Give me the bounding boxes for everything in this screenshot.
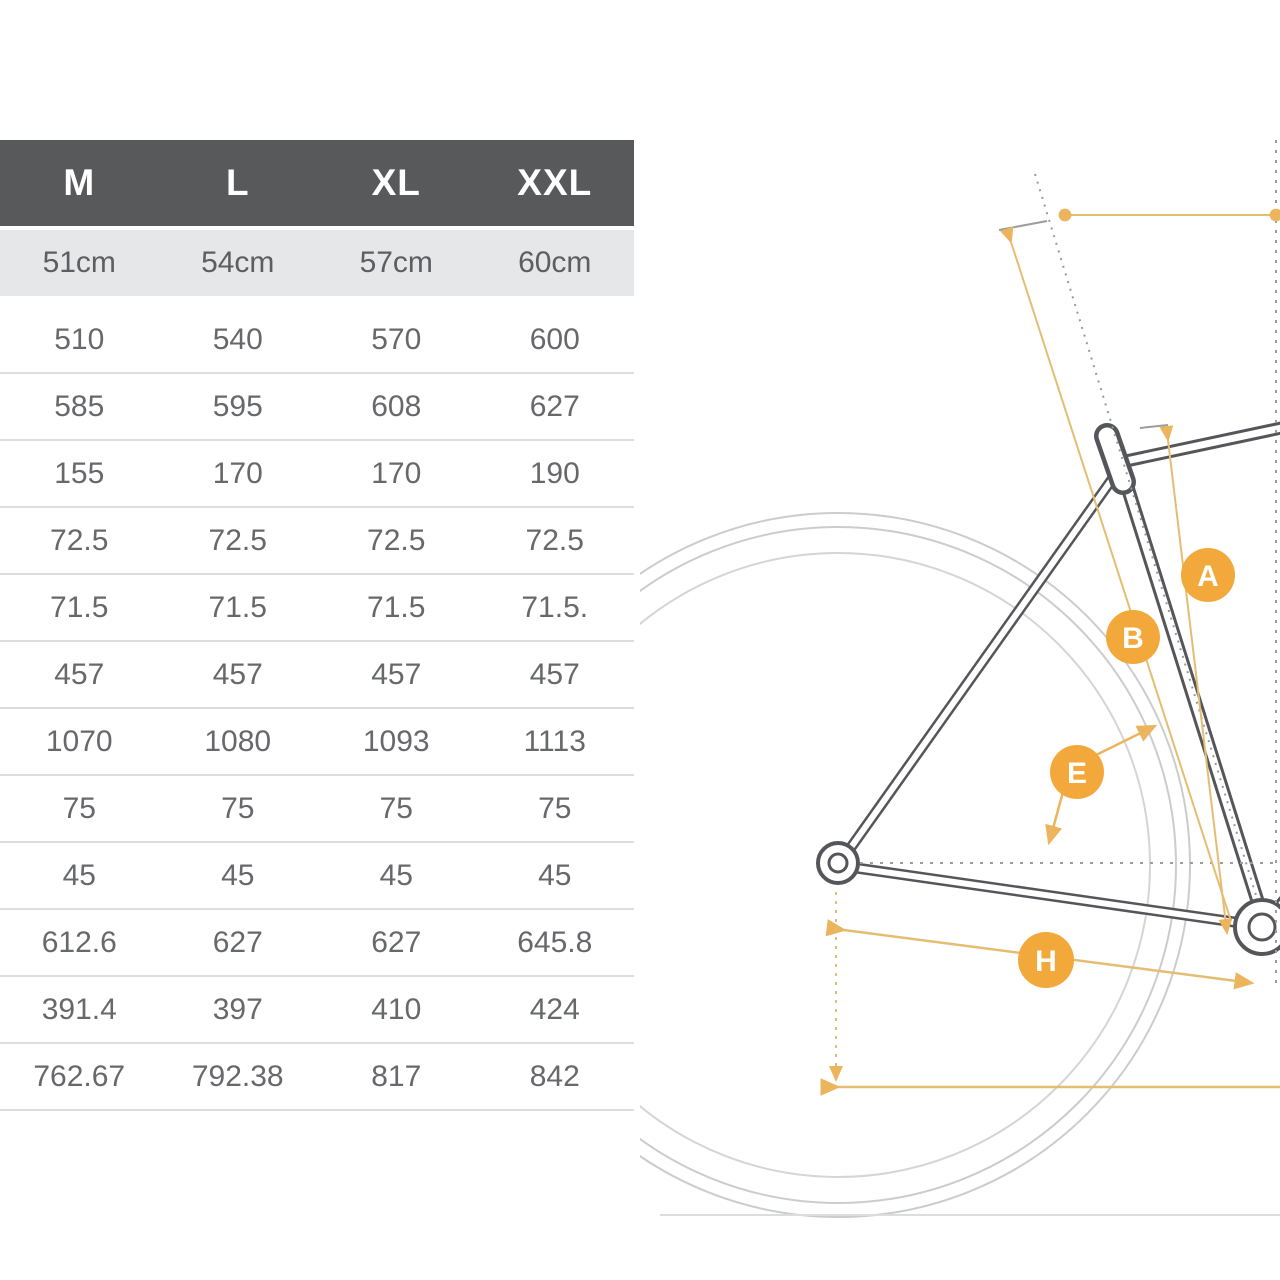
table-cell: 570 (371, 322, 422, 356)
table-cell: 72.5 (208, 523, 267, 557)
bottom-bracket (1233, 898, 1280, 956)
table-cell: 75 (62, 791, 96, 825)
table-header-cell: M (63, 162, 96, 203)
table-row: 71.5 71.5 71.5 71.5. (0, 575, 634, 642)
table-size-cell: 57cm (359, 246, 433, 279)
table-cell: 627 (529, 389, 580, 423)
saddle-height-tick (998, 220, 1048, 231)
label-a-badge: A (1181, 548, 1235, 602)
frame-tubes (836, 421, 1280, 935)
table-cell: 457 (212, 657, 263, 691)
table-cell: 600 (529, 322, 580, 356)
table-row: 762.67 792.38 817 842 (0, 1044, 634, 1111)
table-cell: 457 (529, 657, 580, 691)
rear-axle (816, 841, 860, 885)
table-cell: 510 (54, 322, 105, 356)
table-cell: 155 (54, 456, 105, 490)
top-tube (1122, 424, 1280, 465)
table-cell: 627 (371, 925, 422, 959)
table-cell: 1070 (45, 724, 113, 758)
table-size-cell: 51cm (42, 246, 116, 279)
table-cell: 170 (212, 456, 263, 490)
table-row: 1070 1080 1093 1113 (0, 709, 634, 776)
table-row: 45 45 45 45 (0, 843, 634, 910)
table-header-cell: XL (371, 162, 421, 203)
table-size-cell: 54cm (201, 246, 275, 279)
table-cell: 75 (221, 791, 255, 825)
table-cell: 72.5 (50, 523, 109, 557)
table-row: 391.4 397 410 424 (0, 977, 634, 1044)
table-body: 510 540 570 600 585 595 608 627 155 170 … (0, 307, 634, 1111)
table-cell: 457 (54, 657, 105, 691)
table-cell: 45 (221, 858, 255, 892)
table-cell: 71.5. (521, 590, 589, 624)
table-size-row: 51cm 54cm 57cm 60cm (0, 230, 634, 296)
dim-e-arrow-up (1091, 724, 1158, 759)
geometry-size-table: M L XL XXL 51cm 54cm 57cm 60cm 510 540 5… (0, 140, 634, 1111)
table-cell: 45 (538, 858, 572, 892)
chainstay (839, 863, 1265, 929)
table-cell: 75 (538, 791, 572, 825)
svg-text:H: H (1035, 945, 1057, 978)
svg-text:B: B (1122, 622, 1144, 655)
table-cell: 170 (371, 456, 422, 490)
dim-e-arrow-down (1045, 791, 1065, 846)
rear-wheel-tire-inner (640, 526, 1177, 1204)
table-cell: 71.5 (208, 590, 267, 624)
table-row: 510 540 570 600 (0, 307, 634, 374)
table-cell: 190 (529, 456, 580, 490)
table-cell: 45 (62, 858, 96, 892)
table-row: 585 595 608 627 (0, 374, 634, 441)
table-cell: 424 (529, 992, 580, 1026)
table-header-cell: XXL (517, 162, 593, 203)
table-header-row: M L XL XXL (0, 140, 634, 226)
table-cell: 1093 (362, 724, 430, 758)
table-cell: 595 (212, 389, 263, 423)
rear-wheel-tire-outer (640, 512, 1191, 1218)
table-cell: 72.5 (367, 523, 426, 557)
table-row: 72.5 72.5 72.5 72.5 (0, 508, 634, 575)
table-cell: 72.5 (525, 523, 584, 557)
dim-a-line (1159, 425, 1233, 935)
table-cell: 391.4 (41, 992, 117, 1026)
table-cell: 397 (212, 992, 263, 1026)
table-cell: 612.6 (41, 925, 117, 959)
bike-geometry-diagram: A B E H (640, 140, 1280, 1218)
table-cell: 608 (371, 389, 422, 423)
table-header-cell: L (225, 162, 250, 203)
label-h-badge: H (1018, 932, 1074, 988)
seat-stay (839, 465, 1123, 863)
svg-text:E: E (1067, 757, 1087, 790)
table-cell: 45 (379, 858, 413, 892)
table-cell: 457 (371, 657, 422, 691)
table-row: 155 170 170 190 (0, 441, 634, 508)
table-row: 612.6 627 627 645.8 (0, 910, 634, 977)
table-cell: 762.67 (33, 1059, 126, 1093)
table-cell: 71.5 (50, 590, 109, 624)
table-cell: 792.38 (191, 1059, 284, 1093)
table-cell: 585 (54, 389, 105, 423)
label-e-badge: E (1050, 745, 1104, 799)
table-cell: 1113 (523, 724, 586, 758)
table-cell: 75 (379, 791, 413, 825)
table-row: 75 75 75 75 (0, 776, 634, 843)
table-row: 457 457 457 457 (0, 642, 634, 709)
table-cell: 645.8 (517, 925, 593, 959)
table-cell: 627 (212, 925, 263, 959)
rear-wheel-rim (640, 552, 1151, 1178)
table-cell: 842 (529, 1059, 580, 1093)
table-cell: 1080 (204, 724, 272, 758)
table-cell: 540 (212, 322, 263, 356)
table-cell: 71.5 (367, 590, 426, 624)
top-tube-tick (1139, 424, 1169, 429)
table-cell: 410 (371, 992, 422, 1026)
label-b-badge: B (1106, 610, 1160, 664)
table-cell: 817 (371, 1059, 422, 1093)
svg-text:A: A (1197, 560, 1219, 593)
table-size-cell: 60cm (518, 246, 592, 279)
